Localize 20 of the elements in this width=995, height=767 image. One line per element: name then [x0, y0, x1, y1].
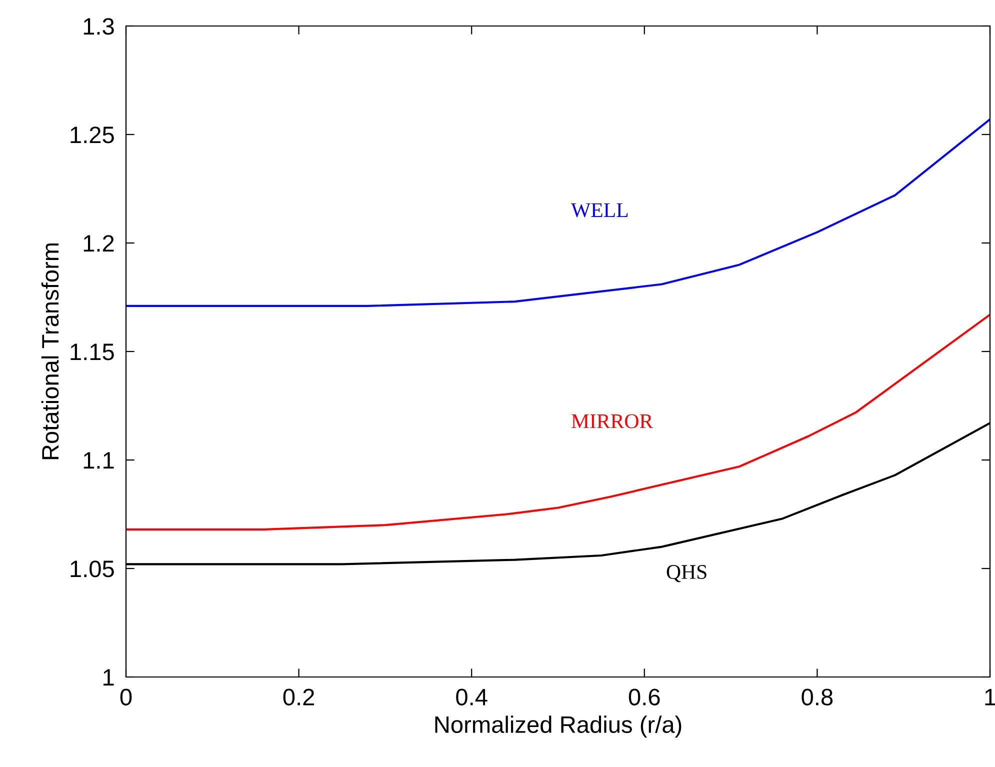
text: MIRROR	[572, 414, 654, 428]
text: WELL	[570, 203, 628, 218]
y-tick-label: 1.15	[70, 344, 114, 360]
x-tick-label: 0.8	[802, 688, 833, 706]
y-tick-label: 1	[104, 669, 114, 686]
y-tick-label: 1.2	[84, 235, 114, 252]
line-series	[126, 118, 990, 307]
y-axis-title: Rotational Transform	[41, 243, 59, 460]
line-series	[126, 314, 990, 530]
y-tick-label: 1.3	[84, 18, 114, 35]
y-tick-label: 1.25	[70, 126, 114, 144]
x-tick-label: 1	[985, 688, 995, 706]
series-label: QHS	[666, 565, 706, 582]
x-tick-label: 0.6	[628, 688, 660, 706]
y-tick-label: 1.05	[70, 560, 114, 578]
x-tick-label: 0	[120, 688, 132, 706]
y-tick-label: 1.1	[84, 452, 114, 469]
x-tick-label: 0.4	[456, 688, 488, 706]
x-tick-label: 0.2	[283, 688, 314, 706]
x-axis-title: Normalized Radius (r/a)	[435, 716, 682, 738]
